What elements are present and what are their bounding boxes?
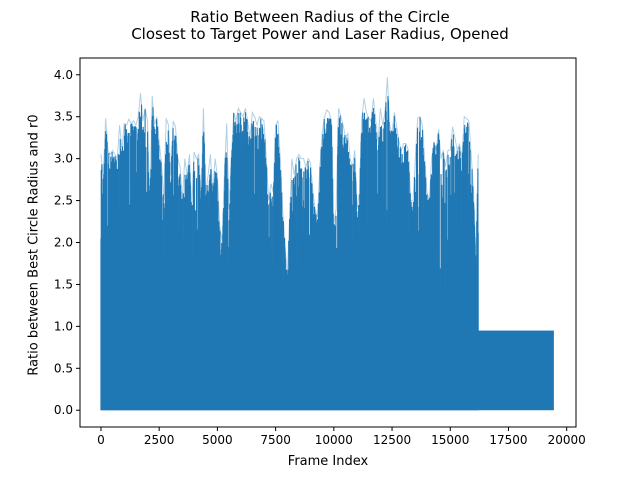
x-tick-label: 7500 [260,433,291,447]
x-tick-label: 15000 [431,433,469,447]
y-tick-label: 2.0 [54,236,73,250]
y-tick-label: 4.0 [54,68,73,82]
y-tick-label: 1.0 [54,319,73,333]
y-tick-label: 0.0 [54,403,73,417]
y-tick-label: 3.5 [54,110,73,124]
chart-title: Ratio Between Radius of the Circle [190,8,450,26]
chart-subtitle: Closest to Target Power and Laser Radius… [131,25,509,43]
series-0 [100,77,554,411]
x-tick-label: 17500 [489,433,527,447]
x-tick-label: 20000 [548,433,586,447]
y-tick-label: 0.5 [54,361,73,375]
series-spikes [100,96,479,411]
x-axis-label: Frame Index [287,454,369,469]
y-tick-label: 1.5 [54,277,73,291]
x-tick-label: 2500 [144,433,175,447]
series-envelope [100,77,479,277]
x-tick-label: 12500 [373,433,411,447]
y-tick-label: 2.5 [54,194,73,208]
x-tick-label: 5000 [202,433,233,447]
y-axis-label: Ratio between Best Circle Radius and r0 [26,114,42,376]
y-tick-label: 3.0 [54,152,73,166]
x-tick-label: 10000 [315,433,353,447]
x-tick-label: 0 [97,433,105,447]
